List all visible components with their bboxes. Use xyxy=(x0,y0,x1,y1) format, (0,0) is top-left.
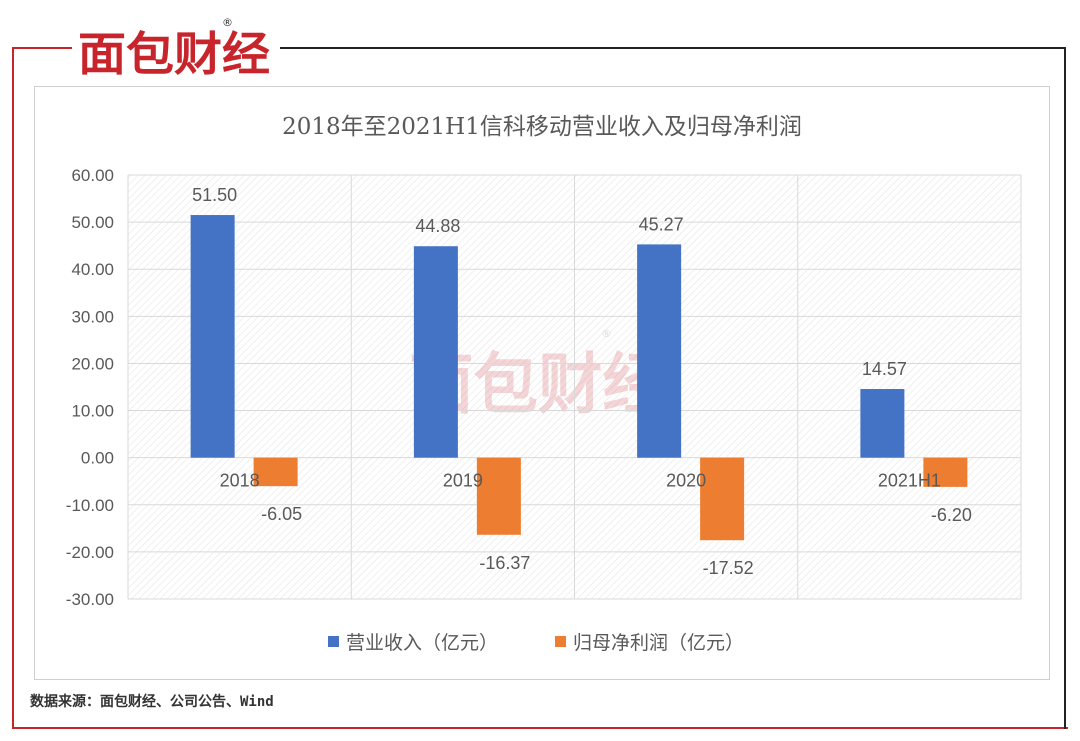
frame-bottom-border xyxy=(12,727,1068,729)
frame-top-left-border xyxy=(12,47,72,49)
profit-bar xyxy=(253,457,298,487)
legend-label: 营业收入（亿元） xyxy=(346,632,498,654)
chart-panel: 面包财经 ® 2018年至2021H1信科移动营业收入及归母净利润 60.00 5… xyxy=(34,86,1050,680)
profit-bar xyxy=(476,457,521,535)
data-label: -6.05 xyxy=(261,504,302,524)
y-tick-label: 50.00 xyxy=(71,213,114,232)
watermark-registered-mark: ® xyxy=(601,327,612,340)
y-tick-label: 0.00 xyxy=(81,449,114,468)
data-label: -6.20 xyxy=(931,505,972,525)
revenue-bar xyxy=(413,246,458,458)
legend-swatch xyxy=(328,636,339,647)
y-tick-label: -20.00 xyxy=(66,543,114,562)
y-tick-label: 40.00 xyxy=(71,260,114,279)
frame-top-right-border xyxy=(280,47,1066,49)
legend: 营业收入（亿元） 归母净利润（亿元） xyxy=(328,632,744,654)
brand-logo-text: 面包财经 xyxy=(78,27,270,76)
data-label: -16.37 xyxy=(479,553,530,573)
y-tick-label: 60.00 xyxy=(71,166,114,185)
frame-left-border xyxy=(12,47,14,729)
legend-label: 归母净利润（亿元） xyxy=(573,632,744,654)
x-axis-category-labels: 2018 2019 2020 2021H1 xyxy=(220,471,941,491)
revenue-bar xyxy=(190,215,235,458)
x-category-label: 2020 xyxy=(666,471,706,491)
data-labels: 51.50 44.88 45.27 14.57 -6.05 -16.37 -17.52 -6.… xyxy=(192,185,972,578)
revenue-bar xyxy=(860,389,905,458)
x-category-label: 2021H1 xyxy=(878,471,941,491)
bars xyxy=(190,215,968,541)
x-category-label: 2019 xyxy=(443,471,483,491)
profit-bar xyxy=(923,457,968,487)
source-note: 数据来源：面包财经、公司公告、Wind xyxy=(30,694,274,710)
x-category-label: 2018 xyxy=(220,471,260,491)
y-tick-label: -30.00 xyxy=(66,590,114,609)
y-tick-label: 10.00 xyxy=(71,402,114,421)
data-label: -17.52 xyxy=(703,558,754,578)
y-tick-label: -10.00 xyxy=(66,496,114,515)
data-label: 14.57 xyxy=(862,359,907,379)
profit-bar xyxy=(700,457,745,541)
data-label: 51.50 xyxy=(192,185,237,205)
data-label: 44.88 xyxy=(415,216,460,236)
chart-title: 2018年至2021H1信科移动营业收入及归母净利润 xyxy=(282,114,802,140)
data-label: 45.27 xyxy=(639,214,684,234)
y-axis-tick-labels: 60.00 50.00 40.00 30.00 20.00 10.00 0.00 -10.00… xyxy=(66,166,114,609)
brand-logo: 面包财经 ® xyxy=(78,16,270,76)
revenue-bar xyxy=(637,244,682,458)
legend-swatch xyxy=(555,636,566,647)
y-tick-label: 30.00 xyxy=(71,307,114,326)
y-tick-label: 20.00 xyxy=(71,354,114,373)
brand-registered-mark: ® xyxy=(222,16,233,29)
frame-right-border xyxy=(1064,47,1066,729)
bar-chart: 面包财经 ® 2018年至2021H1信科移动营业收入及归母净利润 60.005… xyxy=(66,114,1022,654)
